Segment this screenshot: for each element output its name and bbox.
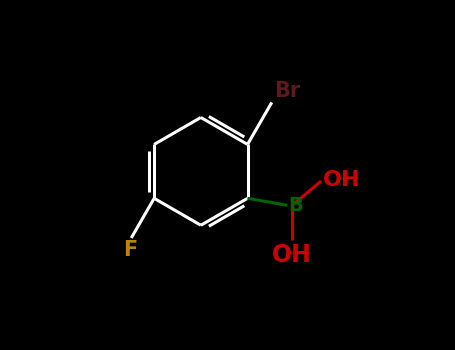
Text: OH: OH [323,170,360,190]
Text: F: F [123,240,137,260]
Text: Br: Br [274,81,300,101]
Text: B: B [288,196,303,215]
Text: OH: OH [272,243,312,266]
